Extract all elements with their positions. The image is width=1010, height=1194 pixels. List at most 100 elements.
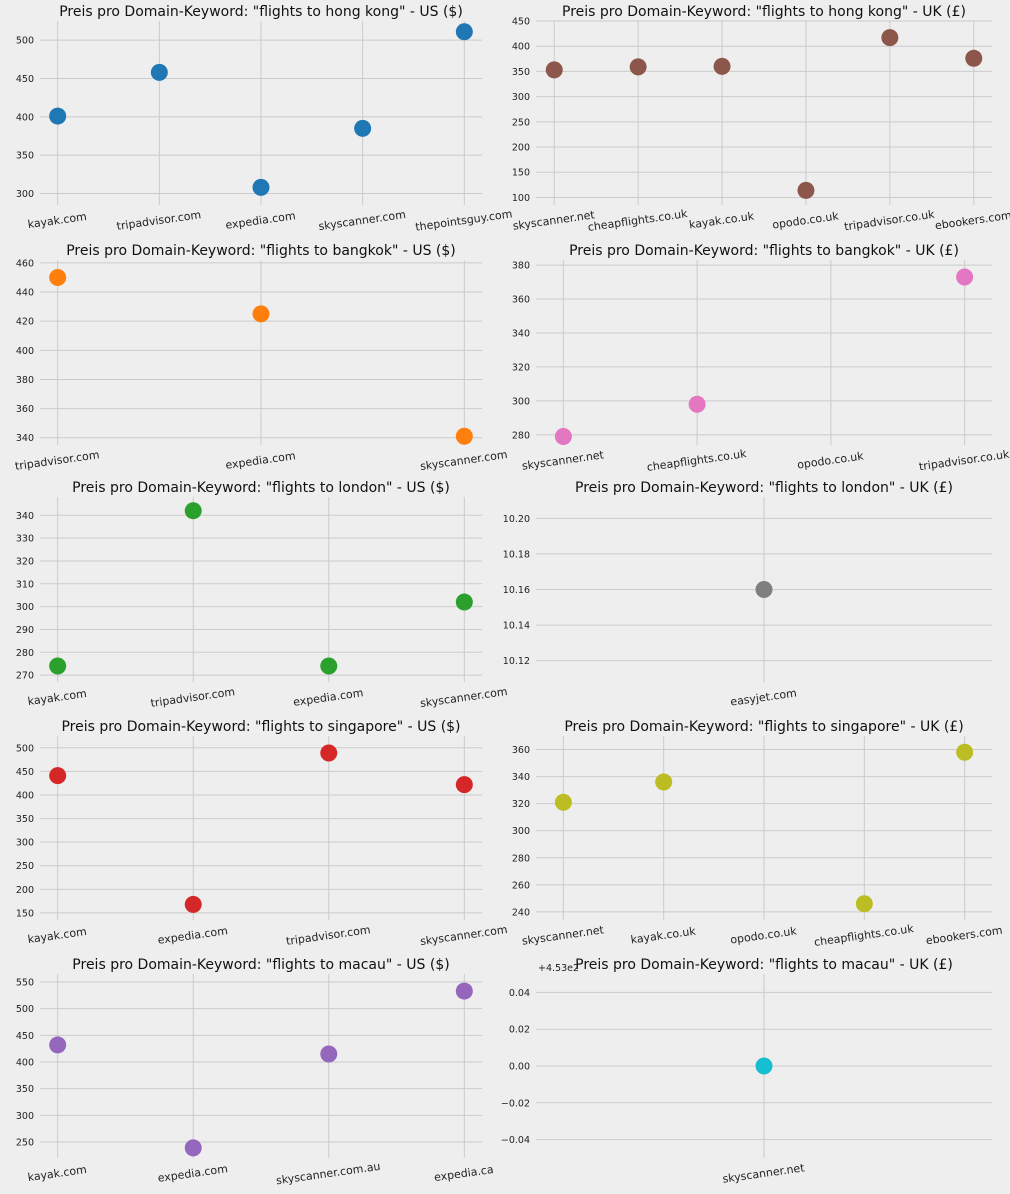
y-tick-label: 320 bbox=[512, 362, 530, 373]
y-tick-label: 300 bbox=[16, 1111, 34, 1122]
data-point bbox=[184, 1139, 202, 1157]
data-point bbox=[713, 57, 731, 75]
data-point bbox=[354, 119, 372, 137]
x-tick-label: skyscanner.com bbox=[419, 448, 508, 473]
y-tick-label: 300 bbox=[16, 838, 34, 849]
subplot-3: 340 360 380 400 420 440 460 tripadvisor.com expe… bbox=[14, 243, 508, 473]
y-tick-label: 150 bbox=[512, 168, 530, 179]
x-tick-label: opodo.co.uk bbox=[771, 209, 840, 231]
y-tick-label: 450 bbox=[16, 767, 34, 778]
x-tick-label: cheapflights.co.uk bbox=[587, 207, 689, 234]
data-point bbox=[49, 1036, 67, 1054]
y-tick-label: 150 bbox=[16, 908, 34, 919]
x-tick-label: skyscanner.net bbox=[722, 1161, 806, 1185]
y-tick-label: 240 bbox=[512, 907, 530, 918]
y-tick-label: 340 bbox=[512, 772, 530, 783]
y-tick-label: 360 bbox=[16, 404, 34, 415]
y-tick-label: 340 bbox=[16, 433, 34, 444]
y-tick-label: 340 bbox=[16, 511, 34, 522]
y-tick-label: 280 bbox=[512, 430, 530, 441]
x-tick-label: skyscanner.com bbox=[318, 208, 407, 233]
y-tick-label: 380 bbox=[16, 375, 34, 386]
data-point bbox=[688, 395, 706, 413]
y-tick-label: 300 bbox=[512, 826, 530, 837]
y-tick-label: 400 bbox=[16, 1058, 34, 1069]
x-tick-label: cheapflights.co.uk bbox=[813, 922, 915, 949]
x-tick-label: tripadvisor.co.uk bbox=[843, 208, 936, 234]
y-tick-label: 450 bbox=[512, 17, 530, 28]
y-tick-label: 300 bbox=[512, 92, 530, 103]
y-tick-label: 500 bbox=[16, 743, 34, 754]
x-tick-label: ebookers.com bbox=[934, 209, 1010, 233]
y-tick-label: 0.04 bbox=[509, 988, 530, 999]
data-point bbox=[49, 657, 67, 675]
y-tick-label: 360 bbox=[512, 295, 530, 306]
data-point bbox=[320, 744, 338, 762]
y-tick-label: 350 bbox=[16, 814, 34, 825]
data-point bbox=[629, 58, 647, 76]
x-tick-label: expedia.com bbox=[157, 924, 229, 947]
x-tick-label: kayak.com bbox=[27, 925, 88, 946]
y-offset-label: +4.53e2 bbox=[538, 963, 579, 974]
data-point bbox=[455, 593, 473, 611]
y-tick-label: −0.04 bbox=[501, 1135, 530, 1146]
x-tick-label: kayak.com bbox=[27, 210, 88, 231]
y-tick-label: 500 bbox=[16, 1004, 34, 1015]
y-tick-label: 300 bbox=[16, 189, 34, 200]
y-tick-label: 250 bbox=[16, 1138, 34, 1149]
y-tick-label: 380 bbox=[512, 261, 530, 272]
plot-title: Preis pro Domain-Keyword: "flights to ba… bbox=[66, 243, 456, 259]
y-tick-label: 200 bbox=[16, 885, 34, 896]
data-point bbox=[881, 29, 899, 47]
y-tick-label: 350 bbox=[512, 67, 530, 78]
data-point bbox=[545, 61, 563, 79]
data-point bbox=[184, 502, 202, 520]
data-point bbox=[455, 23, 473, 41]
y-tick-label: 200 bbox=[512, 143, 530, 154]
x-tick-label: ebookers.com bbox=[925, 924, 1003, 948]
data-point bbox=[554, 793, 572, 811]
data-point bbox=[455, 427, 473, 445]
x-tick-label: kayak.com bbox=[27, 1163, 88, 1184]
plot-title: Preis pro Domain-Keyword: "flights to si… bbox=[61, 719, 460, 735]
x-tick-label: cheapflights.co.uk bbox=[646, 447, 748, 474]
x-tick-label: kayak.co.uk bbox=[688, 209, 755, 231]
x-tick-label: expedia.ca bbox=[433, 1163, 494, 1184]
data-point bbox=[655, 773, 673, 791]
data-point bbox=[956, 743, 974, 761]
plot-title: Preis pro Domain-Keyword: "flights to lo… bbox=[72, 480, 450, 496]
x-tick-label: skyscanner.com bbox=[419, 685, 508, 710]
y-tick-label: 340 bbox=[512, 328, 530, 339]
data-point bbox=[49, 268, 67, 286]
y-tick-label: 460 bbox=[16, 258, 34, 269]
y-tick-label: 320 bbox=[16, 556, 34, 567]
y-tick-label: 300 bbox=[512, 396, 530, 407]
y-tick-label: 10.16 bbox=[503, 585, 530, 596]
data-point bbox=[49, 767, 67, 785]
x-tick-label: tripadvisor.com bbox=[14, 448, 100, 473]
y-tick-label: 400 bbox=[512, 42, 530, 53]
y-tick-label: 310 bbox=[16, 579, 34, 590]
plot-title: Preis pro Domain-Keyword: "flights to ma… bbox=[575, 957, 953, 973]
y-tick-label: 10.14 bbox=[503, 621, 530, 632]
data-point bbox=[252, 178, 270, 196]
y-tick-label: 350 bbox=[16, 151, 34, 162]
subplot-6: 10.12 10.14 10.16 10.18 10.20 easyjet.com Prei… bbox=[503, 480, 992, 709]
y-tick-label: 10.18 bbox=[503, 549, 530, 560]
y-tick-label: −0.02 bbox=[501, 1098, 530, 1109]
x-tick-label: thepointsguy.com bbox=[415, 207, 514, 233]
plot-title: Preis pro Domain-Keyword: "flights to si… bbox=[564, 719, 963, 735]
plot-title: Preis pro Domain-Keyword: "flights to ho… bbox=[59, 4, 463, 20]
subplot-7: 150 200 250 300 350 400 450 500 kayak.com expedia… bbox=[16, 719, 508, 948]
data-point bbox=[455, 776, 473, 794]
data-point bbox=[554, 428, 572, 446]
data-point bbox=[49, 107, 67, 125]
data-point bbox=[755, 581, 773, 598]
subplot-2: 100 150 200 250 300 350 400 450 skyscanner.netch… bbox=[512, 4, 1010, 234]
plot-title: Preis pro Domain-Keyword: "flights to ba… bbox=[569, 243, 959, 259]
x-tick-label: tripadvisor.co.uk bbox=[918, 448, 1010, 474]
x-tick-label: opodo.co.uk bbox=[729, 924, 798, 946]
x-tick-label: expedia.com bbox=[225, 209, 297, 232]
data-point bbox=[797, 181, 815, 199]
y-tick-label: 280 bbox=[512, 853, 530, 864]
